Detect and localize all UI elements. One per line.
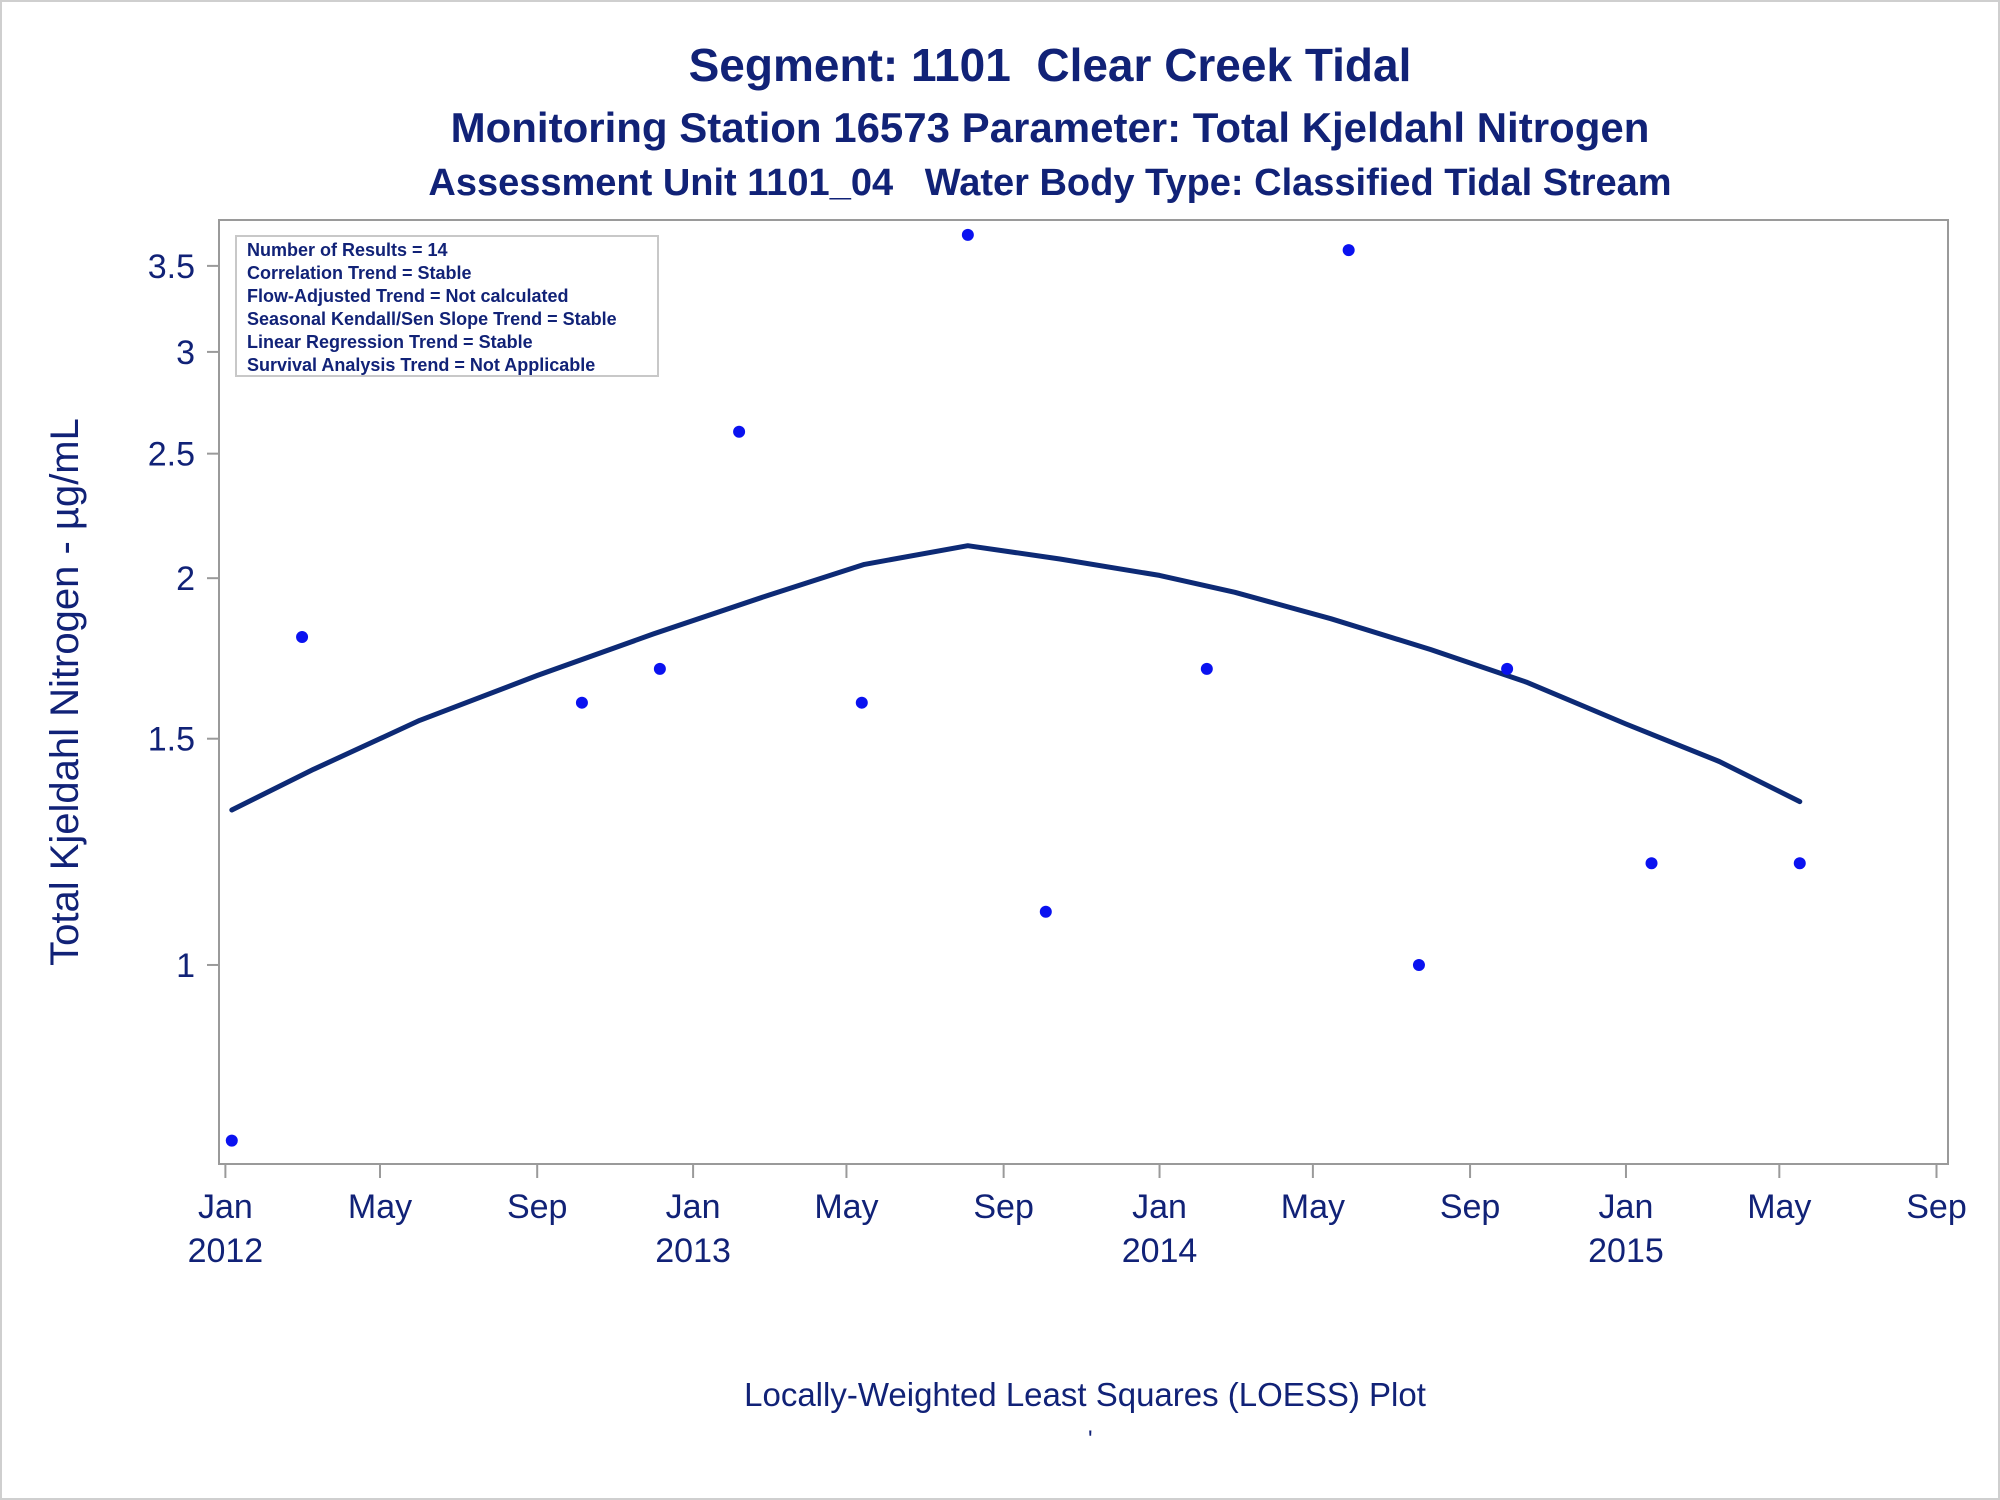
data-point (296, 630, 309, 643)
x-tick-label: Jan (198, 1188, 253, 1226)
data-point (1501, 662, 1514, 675)
data-point (961, 228, 974, 241)
x-tick-year: 2013 (655, 1232, 731, 1270)
x-tick-label: May (814, 1188, 878, 1226)
x-tick-label: Sep (973, 1188, 1034, 1226)
x-tick-label: May (348, 1188, 412, 1226)
data-point (225, 1134, 238, 1147)
x-axis: Jan 2012 May Sep Jan 2013 May Sep Jan 2014 May Sep J… (188, 1163, 1967, 1270)
data-point (1039, 905, 1052, 918)
data-point (1793, 857, 1806, 870)
y-tick-label: 2.5 (148, 436, 195, 474)
x-tick-label: May (1747, 1188, 1811, 1226)
y-axis: 1 1.5 2 2.5 3 3.5 (148, 248, 219, 985)
data-point (1645, 857, 1658, 870)
y-tick-label: 1.5 (148, 721, 195, 759)
x-tick-label: May (1281, 1188, 1345, 1226)
x-tick-year: 2015 (1588, 1232, 1664, 1270)
inset-box: Number of Results = 14 Correlation Trend … (235, 235, 659, 377)
y-axis-label: Total Kjeldahl Nitrogen - µg/mL (43, 418, 87, 966)
x-tick-year: 2012 (188, 1232, 264, 1270)
y-tick-label: 3 (176, 334, 195, 372)
points-layer (225, 228, 1806, 1147)
chart-subtitle-2: Assessment Unit 1101_04 Water Body Type:… (428, 162, 1672, 204)
inset-line: Seasonal Kendall/Sen Slope Trend = Stabl… (247, 309, 617, 329)
x-tick-label: Jan (666, 1188, 721, 1226)
inset-line: Survival Analysis Trend = Not Applicable (247, 355, 595, 375)
data-point (1200, 662, 1213, 675)
y-tick-label: 2 (176, 560, 195, 598)
inset-line: Correlation Trend = Stable (247, 263, 472, 283)
inset-line: Linear Regression Trend = Stable (247, 332, 533, 352)
x-tick-label: Jan (1132, 1188, 1187, 1226)
inset-border (235, 235, 659, 377)
x-tick-label: Jan (1599, 1188, 1654, 1226)
x-tick-label: Sep (507, 1188, 568, 1226)
data-point (575, 696, 588, 709)
inset-text: Number of Results = 14 Correlation Trend … (247, 240, 617, 375)
data-point (653, 662, 666, 675)
inset-line: Number of Results = 14 (247, 240, 448, 260)
data-point (855, 696, 868, 709)
x-tick-label: Sep (1440, 1188, 1501, 1226)
title-block: Segment: 1101 Clear Creek Tidal Monitori… (0, 30, 2000, 210)
x-tick-label: Sep (1906, 1188, 1967, 1226)
data-point (1412, 958, 1425, 971)
footnote-mark: ' (1088, 1426, 1093, 1453)
data-point (733, 425, 746, 438)
data-point (1342, 244, 1355, 257)
loess-curve (229, 543, 1803, 813)
y-tick-label: 1 (176, 947, 195, 985)
inset-line: Flow-Adjusted Trend = Not calculated (247, 286, 569, 306)
footnote: Locally-Weighted Least Squares (LOESS) P… (744, 1376, 1426, 1413)
chart-subtitle: Monitoring Station 16573 Parameter: Tota… (450, 104, 1650, 151)
y-tick-label: 3.5 (148, 248, 195, 286)
chart-title: Segment: 1101 Clear Creek Tidal (688, 39, 1412, 91)
x-tick-year: 2014 (1122, 1232, 1198, 1270)
loess-layer (229, 543, 1803, 813)
